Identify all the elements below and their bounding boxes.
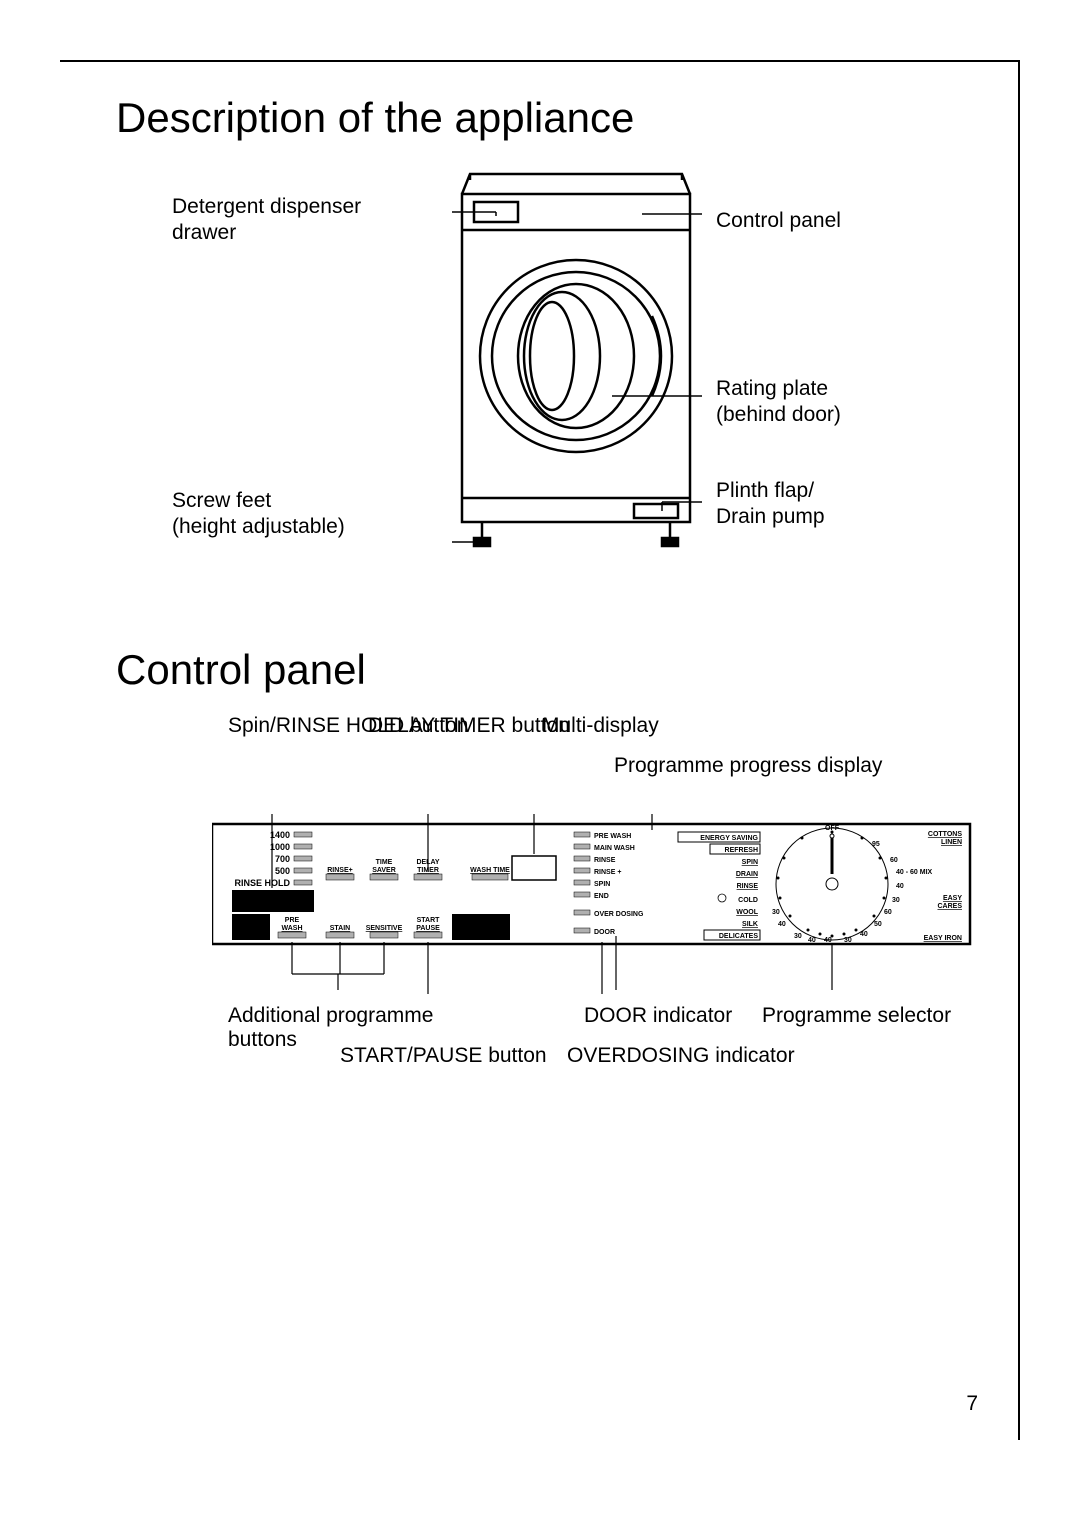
label-delay-timer: DELAY TIMER button <box>368 714 570 738</box>
svg-text:40: 40 <box>824 937 832 944</box>
label-detergent: Detergent dispenser drawer <box>172 194 361 246</box>
svg-text:RINSE +: RINSE + <box>594 869 621 876</box>
svg-text:EASY IRON: EASY IRON <box>924 935 962 942</box>
appliance-diagram <box>452 166 702 566</box>
svg-text:40: 40 <box>860 931 868 938</box>
svg-text:WASH TIME: WASH TIME <box>470 867 510 874</box>
svg-text:500: 500 <box>275 866 290 876</box>
svg-text:1000: 1000 <box>270 842 290 852</box>
appliance-figure: Detergent dispenser drawer Screw feet (h… <box>172 166 978 586</box>
svg-text:TIME: TIME <box>376 859 393 866</box>
svg-text:RINSE HOLD: RINSE HOLD <box>234 878 290 888</box>
label-plinth: Plinth flap/ Drain pump <box>716 478 825 530</box>
manual-page: Description of the appliance Detergent d… <box>60 60 1020 1440</box>
label-overdosing: OVERDOSING indicator <box>567 1044 795 1068</box>
svg-text:SPIN: SPIN <box>594 881 610 888</box>
label-start-pause: START/PAUSE button <box>340 1044 547 1068</box>
svg-text:30: 30 <box>892 897 900 904</box>
svg-text:WOOL: WOOL <box>736 909 758 916</box>
label-rating-plate: Rating plate (behind door) <box>716 376 841 428</box>
svg-text:DELICATES: DELICATES <box>719 933 758 940</box>
svg-text:1400: 1400 <box>270 830 290 840</box>
svg-text:START: START <box>417 917 441 924</box>
section-heading-control-panel: Control panel <box>116 646 978 694</box>
svg-text:RINSE+: RINSE+ <box>327 867 352 874</box>
svg-text:95: 95 <box>872 841 880 848</box>
svg-text:700: 700 <box>275 854 290 864</box>
svg-text:COTTONS: COTTONS <box>928 831 962 838</box>
svg-text:WASH: WASH <box>282 925 303 932</box>
svg-text:EASY: EASY <box>943 895 962 902</box>
label-programme-selector: Programme selector <box>762 1004 951 1028</box>
svg-text:MAIN WASH: MAIN WASH <box>594 845 635 852</box>
section-heading-appliance: Description of the appliance <box>116 94 978 142</box>
control-panel-figure: Spin/RINSE HOLD button Multi-display DEL… <box>172 714 978 1154</box>
svg-text:40 - 60 MIX: 40 - 60 MIX <box>896 869 933 876</box>
svg-text:RINSE: RINSE <box>737 883 759 890</box>
svg-text:OFF: OFF <box>825 825 840 832</box>
svg-text:STAIN: STAIN <box>330 925 350 932</box>
svg-text:DRAIN: DRAIN <box>736 871 758 878</box>
svg-text:LINEN: LINEN <box>941 839 962 846</box>
label-control-panel: Control panel <box>716 208 841 234</box>
svg-text:PRE: PRE <box>285 917 300 924</box>
svg-text:40: 40 <box>808 937 816 944</box>
svg-text:SENSITIVE: SENSITIVE <box>366 925 403 932</box>
svg-text:SAVER: SAVER <box>372 867 396 874</box>
svg-text:COLD: COLD <box>738 897 758 904</box>
svg-text:SPIN: SPIN <box>742 859 758 866</box>
svg-text:PAUSE: PAUSE <box>416 925 440 932</box>
svg-text:CARES: CARES <box>937 903 962 910</box>
svg-text:REFRESH: REFRESH <box>725 847 758 854</box>
control-panel-diagram: 1400 1000 700 500 RINSE HOLD RINSE+ TIME… <box>212 814 972 994</box>
svg-text:40: 40 <box>778 921 786 928</box>
svg-text:SILK: SILK <box>742 921 758 928</box>
svg-text:60: 60 <box>884 909 892 916</box>
svg-text:40: 40 <box>896 883 904 890</box>
svg-text:30: 30 <box>794 933 802 940</box>
page-number: 7 <box>966 1392 978 1416</box>
label-door-indicator: DOOR indicator <box>584 1004 732 1028</box>
svg-text:60: 60 <box>890 857 898 864</box>
svg-text:END: END <box>594 893 609 900</box>
svg-text:ENERGY SAVING: ENERGY SAVING <box>700 835 758 842</box>
label-screw-feet: Screw feet (height adjustable) <box>172 488 345 540</box>
label-progress-display: Programme progress display <box>614 754 882 778</box>
svg-text:RINSE: RINSE <box>594 857 616 864</box>
svg-text:50: 50 <box>874 921 882 928</box>
svg-text:30: 30 <box>772 909 780 916</box>
svg-text:OVER DOSING: OVER DOSING <box>594 911 644 918</box>
svg-text:PRE WASH: PRE WASH <box>594 833 631 840</box>
svg-text:30: 30 <box>844 937 852 944</box>
svg-text:DOOR: DOOR <box>594 929 615 936</box>
